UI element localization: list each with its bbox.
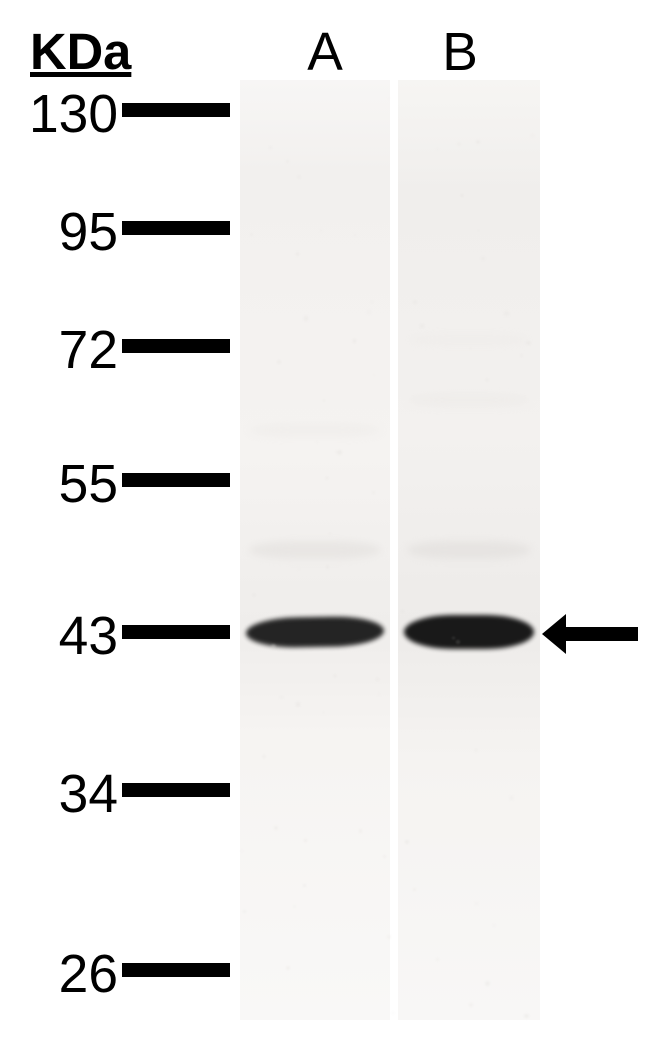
- target-band-arrow: [0, 0, 650, 1045]
- western-blot-figure: KDa 130957255433426 AB: [0, 0, 650, 1045]
- arrow-head-icon: [542, 614, 566, 654]
- arrow-shaft: [560, 627, 638, 641]
